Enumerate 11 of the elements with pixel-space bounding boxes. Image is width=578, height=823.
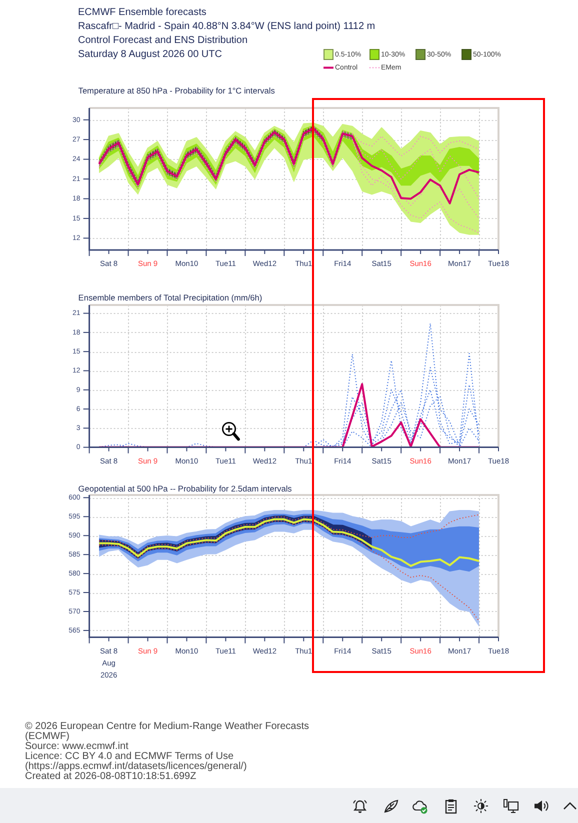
text: Licence: CC BY 4.0 and ECMWF Terms of Use (https://apps.ecmwf.int/datasets/licences/general/) — [25, 751, 248, 772]
chart-title: Geopotential at 500 hPa -- Probability for 2.5dam intervals — [78, 483, 292, 494]
chart-title: Temperature at 850 hPa - Probability for 1°C intervals — [78, 85, 275, 96]
text: © 2026 European Centre for Medium-Range Weather Forecasts (ECMWF) — [25, 721, 310, 742]
source-note: Source: www.ecmwf.int — [25, 741, 128, 752]
text: Control Forecast and ENS Distribution — [78, 34, 249, 48]
text: Rascafr□- Madrid - Spain 40.88°N 3.84°W (ENS land point) 1112 m — [78, 20, 376, 34]
text: Saturday 8 August 2026 00 UTC — [78, 49, 222, 60]
text: ECMWF Ensemble forecasts — [78, 6, 208, 20]
text: Created at 2026-08-08T10:18:51.699Z — [25, 771, 196, 782]
chart-title: Ensemble members of Total Precipitation (mm/6h) — [78, 292, 262, 302]
